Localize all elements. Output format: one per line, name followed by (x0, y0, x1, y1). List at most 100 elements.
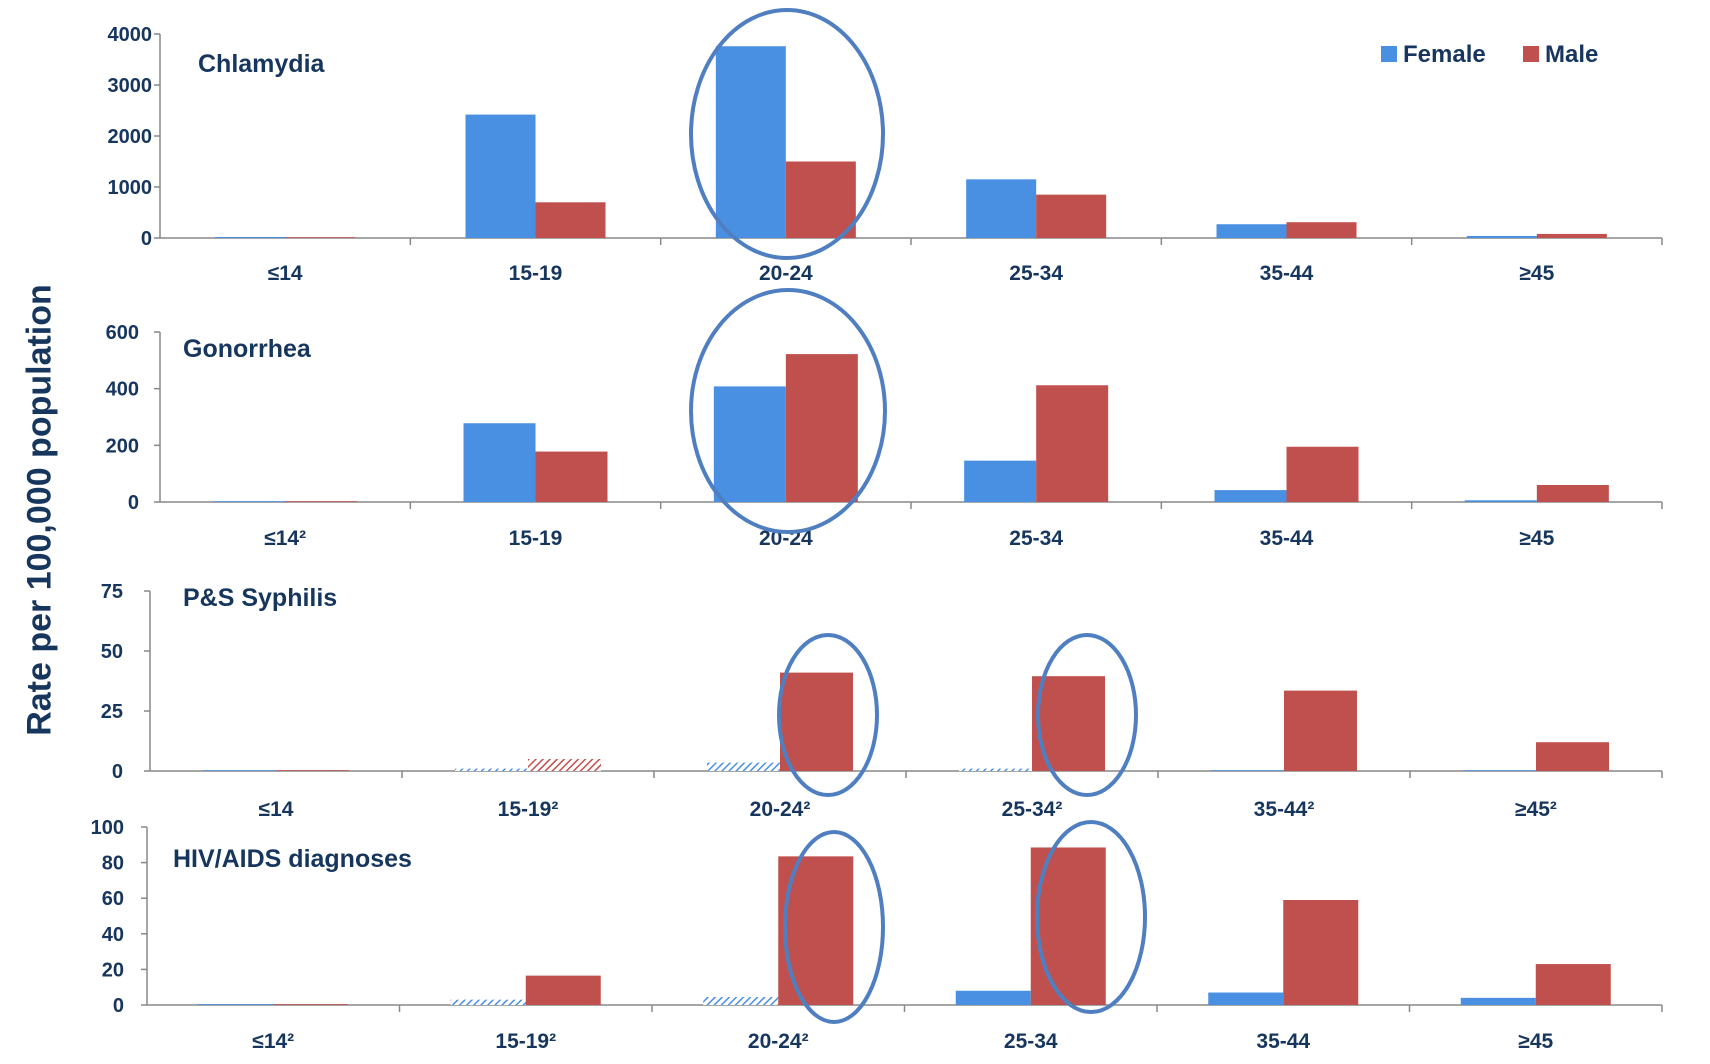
category-label: ≥45 (1519, 262, 1554, 285)
category-label: 20-24 (759, 262, 813, 285)
bar-female-3 (713, 386, 786, 502)
legend-label-male: Male (1545, 41, 1598, 68)
bar-male-3 (778, 856, 854, 1005)
bar-male-1 (273, 1004, 349, 1005)
category-label: ≤14² (252, 1030, 294, 1053)
category-label: 15-19 (509, 527, 563, 550)
panel-4: 0 20 40 60 80 100 ≤14² 15-19² 20-24² 25-34 35-44 ≥4… (91, 817, 1663, 1053)
bar-female-2 (450, 999, 526, 1005)
bar-male-5 (1286, 222, 1357, 238)
bar-male-1 (276, 770, 349, 771)
highlight-ellipse (689, 288, 887, 534)
category-label: 20-24² (750, 798, 811, 821)
bar-male-5 (1283, 899, 1359, 1005)
legend: Female Male (1381, 41, 1598, 68)
y-tick-label: 0 (113, 995, 124, 1017)
bar-female-6 (1466, 235, 1537, 238)
y-tick-label: 600 (106, 322, 139, 344)
bar-female-5 (1208, 992, 1284, 1005)
category-label: 35-44 (1260, 527, 1314, 550)
bar-female-5 (1214, 490, 1287, 502)
y-axis-title: Rate per 100,000 population (10, 230, 70, 790)
bar-female-4 (966, 179, 1037, 238)
bar-female-3 (703, 996, 779, 1005)
y-tick-label: 0 (112, 761, 123, 783)
panel-title: P&S Syphilis (183, 584, 337, 612)
bar-male-2 (535, 451, 608, 502)
y-tick-label: 2000 (108, 126, 153, 148)
bar-female-2 (455, 768, 528, 771)
bar-male-5 (1286, 446, 1359, 502)
panel-title: Chlamydia (198, 50, 326, 78)
bar-male-3 (780, 672, 853, 771)
category-label: 25-34² (1002, 798, 1063, 821)
y-tick-label: 60 (102, 888, 124, 910)
bar-female-4 (955, 990, 1031, 1005)
bar-female-6 (1464, 500, 1537, 502)
bar-female-1 (198, 1004, 274, 1005)
legend-label-female: Female (1403, 41, 1486, 68)
y-tick-label: 75 (101, 581, 123, 603)
y-tick-label: 100 (91, 817, 124, 839)
bar-female-3 (707, 762, 780, 771)
bar-male-2 (528, 759, 601, 771)
bar-male-1 (285, 237, 356, 238)
highlight-ellipse (689, 8, 885, 260)
category-label: 25-34 (1009, 527, 1063, 550)
bar-female-1 (213, 501, 286, 502)
y-axis-title-text: Rate per 100,000 population (20, 284, 59, 736)
bar-male-6 (1535, 964, 1611, 1005)
bar-male-3 (785, 354, 858, 502)
y-tick-label: 50 (101, 641, 123, 663)
category-label: 15-19² (495, 1030, 556, 1053)
panel-1: 0 1000 2000 3000 4000 ≤14 15-19 20-24 25-34 35-44… (108, 8, 1663, 285)
y-tick-label: 0 (141, 228, 152, 250)
bar-female-2 (463, 423, 536, 502)
panel-3: 0 25 50 75 ≤14 15-19² 20-24² 25-34² 35-44² ≥45² P&… (101, 581, 1663, 821)
category-label: 15-19 (509, 262, 563, 285)
category-label: ≤14 (259, 798, 294, 821)
y-tick-label: 40 (102, 924, 124, 946)
highlight-ellipse (1035, 820, 1147, 1014)
legend-swatch-female (1381, 46, 1397, 62)
highlight-ellipse (777, 633, 879, 797)
category-label: 15-19² (498, 798, 559, 821)
highlight-ellipse (783, 830, 885, 1024)
bar-female-6 (1460, 997, 1536, 1005)
category-label: ≥45 (1518, 1030, 1553, 1053)
bar-male-6 (1536, 233, 1607, 238)
bar-female-6 (1463, 770, 1536, 771)
bar-female-3 (715, 46, 786, 238)
category-label: 25-34 (1009, 262, 1063, 285)
bar-female-1 (203, 770, 276, 771)
panel-title: HIV/AIDS diagnoses (173, 845, 412, 873)
category-label: 35-44 (1260, 262, 1314, 285)
bar-female-5 (1211, 770, 1284, 771)
bar-male-5 (1284, 690, 1357, 771)
category-label: 20-24² (748, 1030, 809, 1053)
bar-male-2 (535, 202, 606, 238)
category-label: 25-34 (1004, 1030, 1058, 1053)
bar-female-4 (959, 768, 1032, 771)
bar-male-4 (1036, 194, 1107, 238)
bar-male-1 (285, 501, 358, 502)
y-tick-label: 0 (128, 492, 139, 514)
y-tick-label: 400 (106, 379, 139, 401)
bar-female-5 (1216, 224, 1287, 238)
y-tick-label: 25 (101, 701, 123, 723)
y-tick-label: 4000 (108, 24, 153, 46)
category-label: ≥45² (1515, 798, 1557, 821)
y-tick-label: 20 (102, 959, 124, 981)
category-label: ≤14 (268, 262, 303, 285)
bar-female-1 (215, 236, 286, 238)
y-tick-label: 1000 (108, 177, 153, 199)
bar-male-6 (1536, 742, 1609, 771)
bar-male-6 (1536, 485, 1609, 502)
y-tick-label: 3000 (108, 75, 153, 97)
panel-title: Gonorrhea (183, 335, 312, 363)
bar-male-2 (525, 975, 601, 1005)
bar-male-3 (785, 161, 856, 238)
category-label: 35-44 (1256, 1030, 1310, 1053)
